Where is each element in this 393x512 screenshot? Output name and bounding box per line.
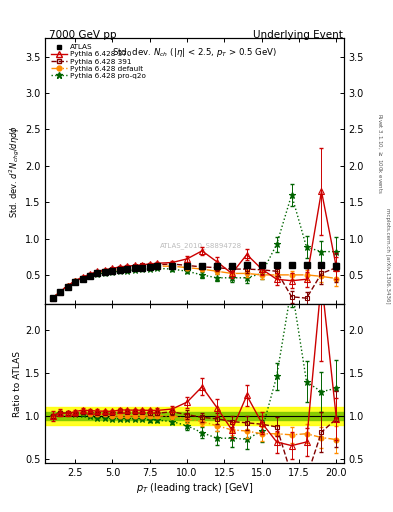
- Y-axis label: Std. dev. $d^2N_{chg}/d\eta d\phi$: Std. dev. $d^2N_{chg}/d\eta d\phi$: [7, 124, 22, 218]
- X-axis label: $p_T$ (leading track) [GeV]: $p_T$ (leading track) [GeV]: [136, 481, 253, 495]
- Text: mcplots.cern.ch [arXiv:1306.3436]: mcplots.cern.ch [arXiv:1306.3436]: [385, 208, 389, 304]
- Text: Std. dev. $N_{ch}$ ($|\eta|$ < 2.5, $p_T$ > 0.5 GeV): Std. dev. $N_{ch}$ ($|\eta|$ < 2.5, $p_T…: [112, 47, 277, 59]
- Text: ATLAS_2010_S8894728: ATLAS_2010_S8894728: [160, 242, 242, 249]
- Text: Underlying Event: Underlying Event: [253, 30, 343, 40]
- Y-axis label: Ratio to ATLAS: Ratio to ATLAS: [13, 351, 22, 417]
- Text: Rivet 3.1.10, $\geq$ 100k events: Rivet 3.1.10, $\geq$ 100k events: [375, 113, 383, 194]
- Legend: ATLAS, Pythia 6.428 370, Pythia 6.428 391, Pythia 6.428 default, Pythia 6.428 pr: ATLAS, Pythia 6.428 370, Pythia 6.428 39…: [49, 42, 148, 81]
- Text: 7000 GeV pp: 7000 GeV pp: [49, 30, 117, 40]
